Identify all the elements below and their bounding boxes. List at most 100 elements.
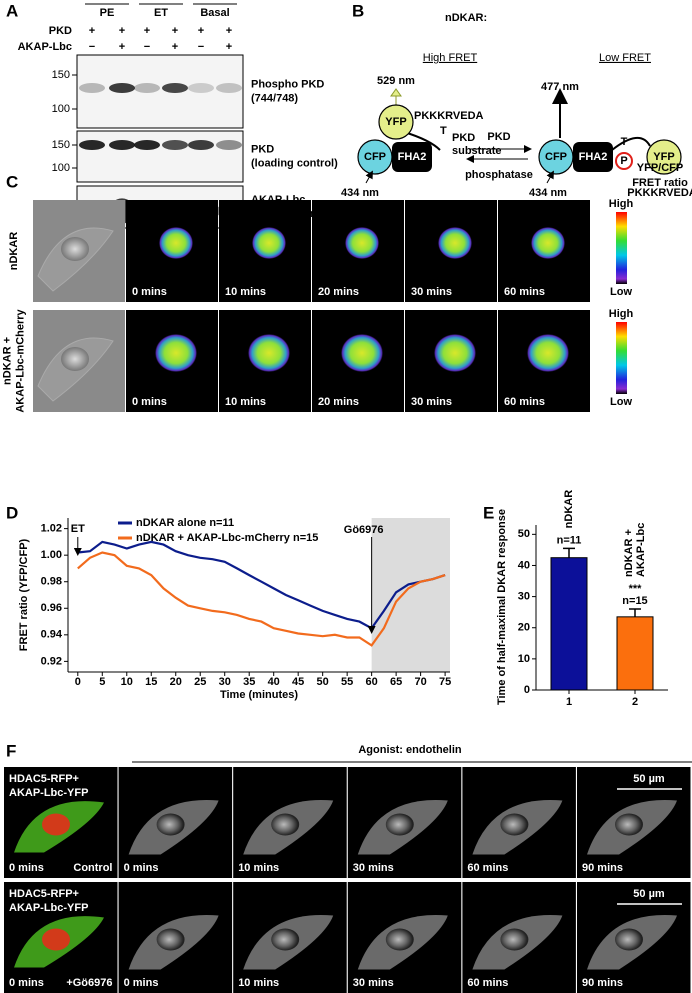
- substrate: substrate: [452, 145, 502, 157]
- x-tick-label: 15: [145, 676, 157, 688]
- blot-label: (744/748): [251, 92, 298, 104]
- band: [79, 140, 105, 150]
- panel-letter: D: [6, 503, 18, 522]
- series-line: [77, 551, 446, 647]
- sign: −: [144, 41, 150, 53]
- excitation-arrow: [365, 170, 373, 184]
- bar-label: ***: [629, 583, 643, 595]
- band: [134, 83, 160, 93]
- phospho-label: P: [620, 155, 627, 167]
- fret-nucleus: [155, 334, 197, 372]
- scale-low: Low: [610, 396, 632, 408]
- sign: +: [226, 41, 232, 53]
- linker: [611, 137, 651, 151]
- bar-label: n=11: [557, 534, 582, 546]
- x-axis-label: Time (minutes): [220, 689, 298, 701]
- emission-arrow: [390, 88, 402, 106]
- peptide: PKKKRVEDA: [414, 110, 484, 122]
- annotation: Gö6976: [344, 524, 384, 536]
- y-tick-label: 0.92: [41, 655, 62, 667]
- nucleus-grey: [271, 813, 300, 836]
- scale-label: 50 µm: [633, 888, 665, 900]
- y-tick-label: 0.94: [41, 629, 63, 641]
- x-tick-label: 20: [170, 676, 182, 688]
- nucleus-grey: [156, 928, 185, 951]
- yfp-label: YFP: [653, 151, 674, 163]
- time-label: 30 mins: [411, 396, 452, 408]
- x-tick-label: 75: [439, 676, 451, 688]
- x-tick-label: 35: [243, 676, 255, 688]
- y-tick-label: 0: [524, 684, 530, 696]
- t-label: T: [621, 136, 628, 148]
- shaded-region: [371, 518, 450, 672]
- scale-label: 50 µm: [633, 773, 665, 785]
- row-label: PKD: [49, 25, 72, 37]
- y-tick-label: 10: [518, 653, 530, 665]
- band: [188, 83, 214, 93]
- sign: +: [172, 25, 178, 37]
- x-tick-label: 25: [194, 676, 206, 688]
- nucleus-grey: [500, 813, 529, 836]
- yfp: [378, 104, 414, 140]
- x-tick-label: 2: [632, 696, 638, 708]
- excitation-arrow: [546, 170, 554, 184]
- time-label: 30 mins: [353, 977, 394, 989]
- y-axis-label: Time of half-maximal DKAR response: [496, 509, 508, 705]
- cfp-label: CFP: [364, 151, 386, 163]
- band: [216, 140, 242, 150]
- fha2: [573, 142, 613, 172]
- time-label: 30 mins: [411, 286, 452, 298]
- x-tick-label: 1: [566, 696, 572, 708]
- scale-high: High: [609, 308, 634, 320]
- nucleus-red: [42, 928, 70, 951]
- blot-label: (loading control): [251, 157, 338, 169]
- time-label: 60 mins: [504, 396, 545, 408]
- sign: +: [119, 41, 125, 53]
- annotation: ET: [71, 523, 85, 535]
- row-label: nDKAR +: [1, 337, 13, 385]
- fha2-label: FHA2: [579, 151, 608, 163]
- colorbar: [616, 212, 627, 284]
- mw-marker: 100: [52, 162, 70, 174]
- b-title: nDKAR:: [445, 12, 487, 24]
- bar-label: n=15: [622, 595, 647, 607]
- band: [188, 140, 214, 150]
- bar-label: nDKAR +: [623, 529, 635, 577]
- panel-letter: E: [483, 503, 494, 522]
- backward-label: phosphatase: [465, 169, 533, 181]
- time-label: 10 mins: [238, 977, 279, 989]
- fret-nucleus: [248, 334, 290, 372]
- cfp-label: CFP: [545, 151, 567, 163]
- nucleus-red: [42, 813, 70, 836]
- time-label: 30 mins: [353, 862, 394, 874]
- y-tick-label: 20: [518, 622, 530, 634]
- scale-title: YFP/CFP: [637, 162, 683, 174]
- scale-low: Low: [610, 286, 632, 298]
- sign: +: [119, 25, 125, 37]
- fret-nucleus: [527, 334, 569, 372]
- y-tick-label: 0.96: [41, 602, 62, 614]
- row-label: AKAP-Lbc: [18, 41, 72, 53]
- fret-nucleus: [531, 227, 565, 259]
- forward-label: PKD: [487, 131, 510, 143]
- fha2-label: FHA2: [398, 151, 427, 163]
- excitation: 434 nm: [529, 187, 567, 199]
- time-label: 0 mins: [124, 862, 159, 874]
- sign: +: [89, 25, 95, 37]
- panel-letter: C: [6, 172, 18, 191]
- mw-marker: 150: [52, 69, 70, 81]
- bar: [616, 616, 654, 691]
- sign: +: [226, 25, 232, 37]
- substrate: PKD: [452, 132, 475, 144]
- x-tick-label: 0: [75, 676, 81, 688]
- time-label: 0 mins: [9, 862, 44, 874]
- fha2: [392, 142, 432, 172]
- fret-nucleus: [252, 227, 286, 259]
- row-label: AKAP-Lbc-mCherry: [14, 308, 26, 412]
- yfp: [646, 139, 682, 175]
- legend-label: nDKAR + AKAP-Lbc-mCherry n=15: [136, 532, 318, 544]
- x-tick-label: 5: [99, 676, 105, 688]
- x-tick-label: 40: [268, 676, 280, 688]
